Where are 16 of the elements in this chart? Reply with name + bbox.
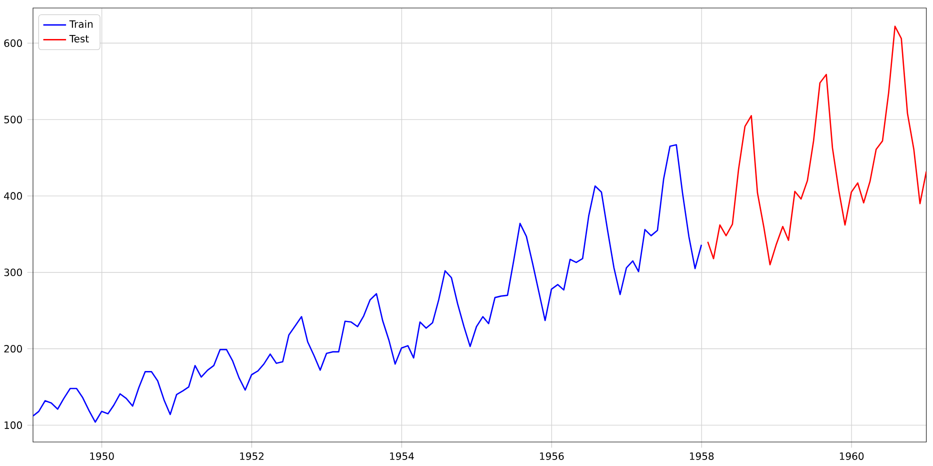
y-tick-label: 200 <box>4 344 22 353</box>
y-tick-label: 300 <box>4 268 22 276</box>
line-series <box>707 26 926 266</box>
x-tick-label: 1950 <box>90 452 114 460</box>
legend-label: Test <box>69 35 89 42</box>
y-tick-label: 100 <box>4 421 22 429</box>
line-series <box>33 144 702 423</box>
y-tick-label: 600 <box>4 39 22 47</box>
x-tick-label: 1960 <box>840 452 864 460</box>
y-tick-label: 500 <box>4 116 22 124</box>
legend-label: Train <box>69 20 93 28</box>
x-tick-label: 1958 <box>690 452 714 460</box>
x-tick-label: 1952 <box>240 452 264 460</box>
x-tick-label: 1956 <box>540 452 564 460</box>
y-tick-label: 400 <box>4 192 22 200</box>
x-tick-label: 1954 <box>390 452 414 460</box>
